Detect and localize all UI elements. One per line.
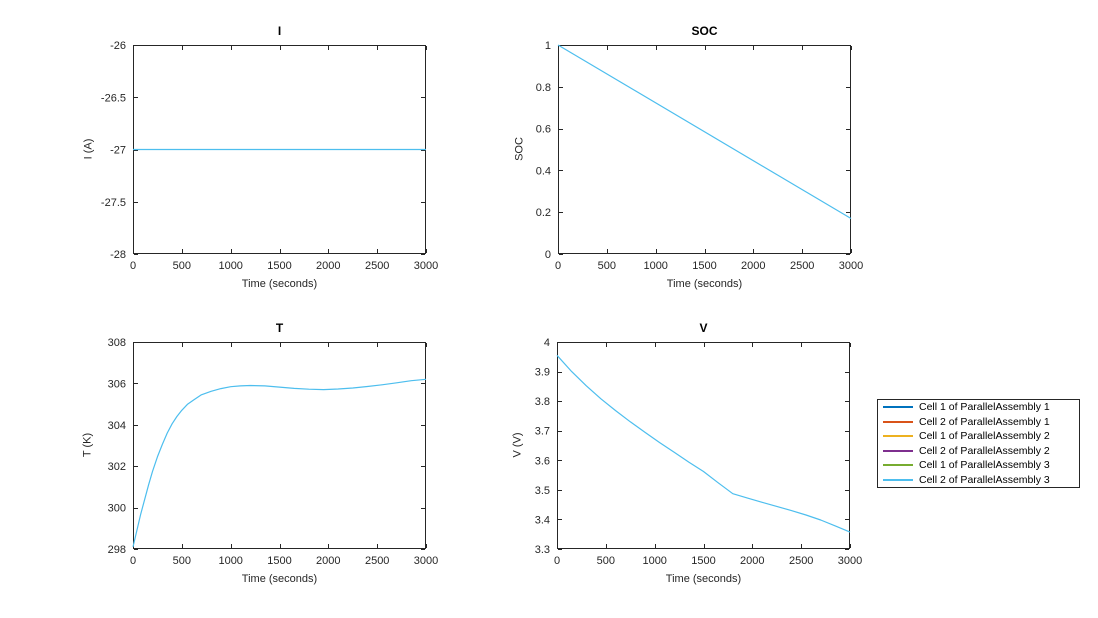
chart-voltage: V V (V) 0 500 1000 1500 2000 2500 3000 3.3 3.4 3.…: [494, 317, 874, 609]
chart-title: V: [699, 321, 708, 335]
plot-area: 0 500 1000 1500 2000 2500 3000 298 300 302 304 306 3…: [108, 337, 439, 567]
x-tick-label: 1500: [692, 260, 716, 272]
y-tick-label: -26: [110, 40, 126, 52]
legend-item: Cell 1 of ParallelAssembly 3: [878, 458, 1079, 472]
y-tick-label: 3.5: [535, 485, 550, 497]
y-tick-label: 3.9: [535, 367, 550, 379]
y-tick-label: 0.4: [536, 165, 551, 177]
legend-line-swatch: [883, 435, 913, 438]
x-tick-label: 2500: [789, 555, 813, 567]
plot-area: 0 500 1000 1500 2000 2500 3000 -28 -27.5 -27 -26.5…: [101, 40, 438, 272]
x-tick-label: 0: [130, 555, 136, 567]
y-tick-label: 3.6: [535, 455, 550, 467]
legend: Cell 1 of ParallelAssembly 1 Cell 2 of Pa…: [877, 399, 1080, 488]
legend-line-swatch: [883, 406, 913, 409]
x-tick-label: 1000: [218, 555, 242, 567]
chart-soc: SOC SOC 0 500 1000 1500 2000 2500 3000 0 0.2 0.4 0…: [495, 20, 875, 312]
chart-title: T: [275, 321, 284, 335]
y-tick-label: 0.6: [536, 124, 551, 136]
chart-title: I: [277, 24, 282, 38]
y-tick-label: 3.8: [535, 396, 550, 408]
chart-title: SOC: [691, 24, 718, 38]
legend-label: Cell 1 of ParallelAssembly 1: [919, 401, 1050, 414]
y-tick-label: 308: [108, 337, 126, 349]
x-tick-label: 1500: [267, 260, 291, 272]
y-tick-label: -27: [110, 145, 126, 157]
x-tick-label: 500: [173, 555, 191, 567]
x-tick-label: 0: [555, 260, 561, 272]
y-tick-label: 304: [108, 420, 126, 432]
x-tick-label: 2000: [740, 555, 764, 567]
x-tick-label: 1500: [267, 555, 291, 567]
y-tick-label: -27.5: [101, 197, 126, 209]
y-tick-label: 300: [108, 503, 126, 515]
y-tick-label: 298: [108, 544, 126, 556]
x-axis-label: Time (seconds): [666, 278, 743, 290]
y-axis-label: V (V): [511, 432, 524, 458]
legend-label: Cell 2 of ParallelAssembly 1: [919, 415, 1050, 428]
legend-line-swatch: [883, 464, 913, 467]
x-axis-label: Time (seconds): [241, 278, 318, 290]
legend-label: Cell 1 of ParallelAssembly 3: [919, 459, 1050, 472]
y-tick-label: 4: [544, 337, 550, 349]
x-tick-label: 2500: [790, 260, 814, 272]
legend-item: Cell 2 of ParallelAssembly 3: [878, 473, 1079, 487]
x-tick-label: 3000: [839, 260, 863, 272]
x-tick-label: 0: [130, 260, 136, 272]
x-tick-label: 2000: [316, 555, 340, 567]
x-tick-label: 500: [173, 260, 191, 272]
x-tick-label: 1000: [642, 555, 666, 567]
y-tick-label: 0.2: [536, 207, 551, 219]
y-tick-label: 3.4: [535, 514, 550, 526]
plot-area: 0 500 1000 1500 2000 2500 3000 3.3 3.4 3.5 3.6 3.7 3…: [535, 337, 863, 567]
legend-line-swatch: [883, 449, 913, 452]
chart-current: I I (A) 0 500 1000 1500 2000 2500 3000 -28 -27.5…: [70, 20, 450, 312]
legend-item: Cell 1 of ParallelAssembly 2: [878, 429, 1079, 443]
x-axis-label: Time (seconds): [241, 573, 318, 585]
legend-item: Cell 1 of ParallelAssembly 1: [878, 400, 1079, 414]
legend-item: Cell 2 of ParallelAssembly 2: [878, 444, 1079, 458]
legend-label: Cell 1 of ParallelAssembly 2: [919, 430, 1050, 443]
x-tick-label: 3000: [838, 555, 862, 567]
y-tick-label: 3.7: [535, 426, 550, 438]
y-tick-label: -26.5: [101, 92, 126, 104]
x-tick-label: 2000: [741, 260, 765, 272]
series-line: [556, 354, 851, 533]
x-tick-label: 500: [597, 555, 615, 567]
x-tick-label: 1000: [643, 260, 667, 272]
legend-line-swatch: [883, 420, 913, 423]
x-tick-label: 0: [554, 555, 560, 567]
series-line: [557, 44, 852, 220]
y-tick-label: -28: [110, 249, 126, 261]
x-tick-label: 2500: [365, 260, 389, 272]
series-line: [132, 378, 427, 548]
x-tick-label: 500: [598, 260, 616, 272]
y-tick-label: 1: [545, 40, 551, 52]
y-tick-label: 3.3: [535, 544, 550, 556]
legend-item: Cell 2 of ParallelAssembly 1: [878, 415, 1079, 429]
x-tick-label: 1500: [691, 555, 715, 567]
legend-label: Cell 2 of ParallelAssembly 3: [919, 473, 1050, 486]
x-tick-label: 1000: [218, 260, 242, 272]
legend-label: Cell 2 of ParallelAssembly 2: [919, 444, 1050, 457]
x-tick-label: 2000: [316, 260, 340, 272]
y-tick-label: 306: [108, 378, 126, 390]
y-tick-label: 0.8: [536, 82, 551, 94]
y-axis-label: I (A): [82, 138, 95, 160]
plot-area: 0 500 1000 1500 2000 2500 3000 0 0.2 0.4 0.6 0.8 1: [536, 40, 864, 272]
x-tick-label: 3000: [414, 260, 438, 272]
y-axis-label: T (K): [81, 432, 94, 458]
x-tick-label: 2500: [365, 555, 389, 567]
x-tick-label: 3000: [414, 555, 438, 567]
y-tick-label: 0: [545, 249, 551, 261]
y-axis-label: SOC: [513, 137, 526, 161]
legend-line-swatch: [883, 478, 913, 481]
chart-temperature: T T (K) 0 500 1000 1500 2000 2500 3000 298 300 30…: [70, 317, 450, 609]
x-axis-label: Time (seconds): [665, 573, 742, 585]
y-tick-label: 302: [108, 461, 126, 473]
